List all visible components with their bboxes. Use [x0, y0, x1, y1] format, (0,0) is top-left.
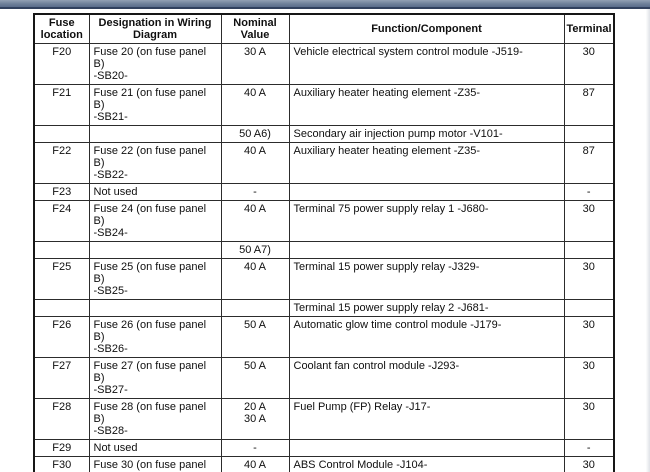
cell-nominal-value: 50 A7): [220, 241, 290, 259]
cell-fuse-location: [33, 241, 90, 259]
cell-designation: [88, 125, 222, 143]
cell-designation: Fuse 22 (on fuse panel B) -SB22-: [88, 142, 222, 184]
cell-designation: Fuse 28 (on fuse panel B) -SB28-: [88, 398, 222, 440]
cell-terminal: 30: [563, 43, 615, 85]
table-header: Fuse location Designation in Wiring Diag…: [33, 13, 615, 44]
cell-terminal: 87: [563, 84, 615, 126]
cell-function-component: [288, 241, 565, 259]
cell-terminal: [563, 125, 615, 143]
cell-terminal: -: [563, 183, 615, 201]
cell-function-component: Terminal 15 power supply relay 2 -J681-: [288, 299, 565, 317]
cell-fuse-location: F28: [33, 398, 90, 440]
cell-terminal: 87: [563, 142, 615, 184]
cell-terminal: 30: [563, 456, 615, 472]
fuse-assignment-table: Fuse location Designation in Wiring Diag…: [33, 13, 615, 472]
cell-function-component: Auxiliary heater heating element -Z35-: [288, 84, 565, 126]
cell-nominal-value: 30 A: [220, 43, 290, 85]
cell-function-component: ABS Control Module -J104-: [288, 456, 565, 472]
cell-function-component: [288, 183, 565, 201]
cell-fuse-location: F24: [33, 200, 90, 242]
cell-designation: Fuse 25 (on fuse panel B) -SB25-: [88, 258, 222, 300]
cell-terminal: 30: [563, 258, 615, 300]
cell-function-component: [288, 439, 565, 457]
cell-nominal-value: 40 A: [220, 456, 290, 472]
cell-function-component: Terminal 15 power supply relay -J329-: [288, 258, 565, 300]
cell-nominal-value: -: [220, 439, 290, 457]
cell-function-component: Automatic glow time control module -J179…: [288, 316, 565, 358]
cell-fuse-location: F22: [33, 142, 90, 184]
cell-fuse-location: F29: [33, 439, 90, 457]
cell-function-component: Secondary air injection pump motor -V101…: [288, 125, 565, 143]
cell-fuse-location: [33, 299, 90, 317]
cell-terminal: 30: [563, 316, 615, 358]
table-row: F23 Not used - -: [33, 183, 615, 201]
column-header-function-component: Function/Component: [288, 13, 565, 44]
window-top-bar: [0, 0, 650, 9]
column-header-designation: Designation in Wiring Diagram: [88, 13, 222, 44]
document-page: Fuse location Designation in Wiring Diag…: [33, 13, 615, 472]
cell-designation: Fuse 24 (on fuse panel B) -SB24-: [88, 200, 222, 242]
column-header-terminal: Terminal: [563, 13, 615, 44]
column-header-fuse-location: Fuse location: [33, 13, 90, 44]
cell-fuse-location: F26: [33, 316, 90, 358]
cell-nominal-value: 50 A: [220, 357, 290, 399]
cell-fuse-location: F30: [33, 456, 90, 472]
cell-nominal-value: 50 A: [220, 316, 290, 358]
cell-fuse-location: [33, 125, 90, 143]
cell-nominal-value: 50 A6): [220, 125, 290, 143]
cell-function-component: Auxiliary heater heating element -Z35-: [288, 142, 565, 184]
header-row: Fuse location Designation in Wiring Diag…: [33, 13, 615, 44]
cell-nominal-value: [220, 299, 290, 317]
cell-function-component: Coolant fan control module -J293-: [288, 357, 565, 399]
cell-terminal: -: [563, 439, 615, 457]
cell-terminal: 30: [563, 357, 615, 399]
table-row: 50 A6) Secondary air injection pump motor…: [33, 125, 615, 143]
cell-fuse-location: F23: [33, 183, 90, 201]
cell-designation: Fuse 21 (on fuse panel B) -SB21-: [88, 84, 222, 126]
table-row: F28 Fuse 28 (on fuse panel B) -SB28- 20 A …: [33, 398, 615, 440]
cell-nominal-value: 40 A: [220, 84, 290, 126]
cell-function-component: Vehicle electrical system control module…: [288, 43, 565, 85]
cell-function-component: Fuel Pump (FP) Relay -J17-: [288, 398, 565, 440]
page-right-edge: [646, 9, 650, 472]
cell-nominal-value: 40 A: [220, 142, 290, 184]
cell-terminal: 30: [563, 398, 615, 440]
table-row: F29 Not used - -: [33, 439, 615, 457]
cell-fuse-location: F20: [33, 43, 90, 85]
cell-designation: Fuse 26 (on fuse panel B) -SB26-: [88, 316, 222, 358]
cell-designation: Fuse 20 (on fuse panel B) -SB20-: [88, 43, 222, 85]
cell-terminal: [563, 299, 615, 317]
cell-designation: Not used: [88, 439, 222, 457]
cell-nominal-value: 20 A 30 A: [220, 398, 290, 440]
cell-nominal-value: 40 A: [220, 258, 290, 300]
cell-designation: Fuse 27 (on fuse panel B) -SB27-: [88, 357, 222, 399]
cell-designation: [88, 241, 222, 259]
cell-fuse-location: F27: [33, 357, 90, 399]
cell-nominal-value: -: [220, 183, 290, 201]
cell-designation: [88, 299, 222, 317]
cell-terminal: [563, 241, 615, 259]
cell-fuse-location: F25: [33, 258, 90, 300]
cell-terminal: 30: [563, 200, 615, 242]
table-row: 50 A7): [33, 241, 615, 259]
column-header-nominal-value: Nominal Value: [220, 13, 290, 44]
cell-nominal-value: 40 A: [220, 200, 290, 242]
cell-fuse-location: F21: [33, 84, 90, 126]
cell-designation: Fuse 30 (on fuse panel B) -SB30-: [88, 456, 222, 472]
table-row: Terminal 15 power supply relay 2 -J681-: [33, 299, 615, 317]
cell-designation: Not used: [88, 183, 222, 201]
cell-function-component: Terminal 75 power supply relay 1 -J680-: [288, 200, 565, 242]
